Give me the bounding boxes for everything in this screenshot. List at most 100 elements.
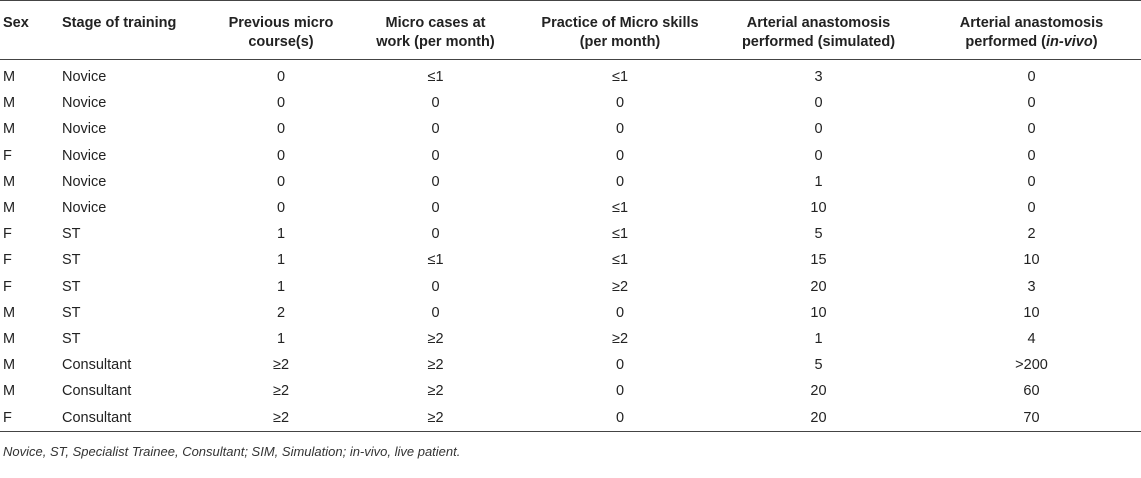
- cell-practice: ≤1: [611, 252, 629, 269]
- table-header: Sex Stage of training Previous micro cour…: [0, 0, 1141, 60]
- cell-stage: Novice: [62, 173, 107, 190]
- cell-anastomosis-in-vivo: 0: [1027, 200, 1036, 217]
- cell-micro-cases: ≤1: [427, 252, 444, 269]
- cell-sex: F: [3, 147, 12, 164]
- participant-table: Sex Stage of training Previous micro cour…: [0, 0, 1141, 432]
- table-row: F Novice 0 0 0 0 0: [0, 143, 1141, 169]
- cell-previous-courses: ≥2: [272, 409, 290, 426]
- cell-stage: ST: [62, 304, 81, 321]
- cell-micro-cases: 0: [431, 304, 440, 321]
- table-footnote: Novice, ST, Specialist Trainee, Consulta…: [3, 444, 461, 459]
- cell-previous-courses: 0: [276, 200, 286, 217]
- cell-previous-courses: 0: [276, 95, 286, 112]
- cell-micro-cases: 0: [431, 226, 440, 243]
- table-row: M ST 2 0 0 10 10: [0, 300, 1141, 326]
- cell-previous-courses: ≥2: [272, 357, 290, 374]
- cell-sex: M: [3, 121, 16, 138]
- table-row: F Consultant ≥2 ≥2 0 20 70: [0, 404, 1141, 431]
- cell-previous-courses: 0: [276, 173, 286, 190]
- cell-practice: 0: [615, 383, 625, 400]
- table-row: M Novice 0 0 0 0 0: [0, 90, 1141, 116]
- header-anastomosis-simulated: Arterial anastomosis performed (simulated…: [741, 15, 896, 50]
- cell-anastomosis-simulated: 10: [810, 304, 827, 321]
- cell-sex: M: [3, 173, 16, 190]
- cell-stage: ST: [62, 252, 81, 269]
- table-row: M Consultant ≥2 ≥2 0 20 60: [0, 378, 1141, 404]
- cell-micro-cases: 0: [431, 278, 440, 295]
- cell-previous-courses: 0: [276, 147, 286, 164]
- table-row: F ST 1 0 ≤1 5 2: [0, 221, 1141, 247]
- cell-stage: Novice: [62, 147, 107, 164]
- cell-sex: M: [3, 69, 16, 86]
- cell-anastomosis-in-vivo: 70: [1023, 409, 1040, 426]
- cell-anastomosis-simulated: 1: [814, 173, 823, 190]
- cell-anastomosis-simulated: 20: [810, 383, 827, 400]
- cell-sex: M: [3, 304, 16, 321]
- participant-table-container: Sex Stage of training Previous micro cour…: [0, 0, 1141, 432]
- cell-micro-cases: 0: [431, 200, 440, 217]
- cell-practice: 0: [615, 121, 625, 138]
- cell-practice: 0: [615, 304, 625, 321]
- cell-micro-cases: ≥2: [427, 330, 444, 347]
- cell-anastomosis-in-vivo: 10: [1023, 304, 1040, 321]
- cell-practice: 0: [615, 95, 625, 112]
- cell-practice: ≤1: [611, 226, 629, 243]
- table-row: M Novice 0 0 0 0 0: [0, 116, 1141, 142]
- table-row: M Novice 0 0 0 1 0: [0, 169, 1141, 195]
- table-row: M Novice 0 0 ≤1 10 0: [0, 195, 1141, 221]
- cell-practice: 0: [615, 147, 625, 164]
- header-row: Sex Stage of training Previous micro cour…: [0, 1, 1141, 60]
- cell-anastomosis-simulated: 20: [810, 278, 827, 295]
- cell-stage: Novice: [62, 95, 107, 112]
- cell-stage: Novice: [62, 200, 107, 217]
- cell-sex: M: [3, 357, 16, 374]
- cell-anastomosis-in-vivo: 0: [1027, 173, 1036, 190]
- header-micro-cases-at-work: Micro cases at work (per month): [376, 15, 495, 50]
- table-row: F ST 1 0 ≥2 20 3: [0, 274, 1141, 300]
- cell-anastomosis-in-vivo: 3: [1027, 278, 1036, 295]
- cell-previous-courses: 1: [276, 252, 286, 269]
- cell-stage: Novice: [62, 121, 107, 138]
- cell-stage: ST: [62, 226, 81, 243]
- header-previous-micro-courses: Previous micro course(s): [228, 15, 334, 50]
- cell-anastomosis-in-vivo: 60: [1023, 383, 1040, 400]
- header-anastomosis-in-vivo: Arterial anastomosis performed (in-vivo): [959, 15, 1104, 50]
- cell-practice: ≤1: [611, 69, 629, 86]
- cell-stage: Consultant: [62, 383, 132, 400]
- cell-previous-courses: 1: [276, 226, 286, 243]
- cell-anastomosis-in-vivo: 0: [1027, 121, 1036, 138]
- cell-practice: ≥2: [611, 330, 629, 347]
- cell-anastomosis-in-vivo: 0: [1027, 69, 1036, 86]
- cell-practice: 0: [615, 357, 625, 374]
- cell-anastomosis-in-vivo: 0: [1027, 95, 1036, 112]
- cell-anastomosis-in-vivo: 2: [1027, 226, 1036, 243]
- cell-practice: ≥2: [611, 278, 629, 295]
- header-sex: Sex: [3, 15, 29, 31]
- cell-anastomosis-in-vivo: 4: [1027, 330, 1036, 347]
- cell-sex: F: [3, 278, 12, 295]
- cell-micro-cases: ≤1: [427, 69, 444, 86]
- cell-anastomosis-simulated: 3: [814, 69, 823, 86]
- cell-sex: M: [3, 383, 16, 400]
- cell-previous-courses: 0: [276, 69, 286, 86]
- cell-previous-courses: 1: [276, 330, 286, 347]
- cell-anastomosis-simulated: 20: [810, 409, 827, 426]
- table-row: M ST 1 ≥2 ≥2 1 4: [0, 326, 1141, 352]
- table-row: M Novice 0 ≤1 ≤1 3 0: [0, 60, 1141, 91]
- cell-sex: F: [3, 226, 12, 243]
- cell-sex: M: [3, 200, 16, 217]
- cell-sex: F: [3, 409, 12, 426]
- cell-previous-courses: 0: [276, 121, 286, 138]
- cell-stage: Consultant: [62, 357, 132, 374]
- cell-micro-cases: ≥2: [427, 383, 444, 400]
- cell-previous-courses: 2: [276, 304, 286, 321]
- cell-micro-cases: 0: [431, 121, 440, 138]
- table-body: M Novice 0 ≤1 ≤1 3 0 M Novice 0 0 0 0 0 M Novice 0 0 0 0 0 F N…: [0, 60, 1141, 432]
- cell-micro-cases: 0: [431, 173, 440, 190]
- cell-anastomosis-in-vivo: 10: [1023, 252, 1040, 269]
- cell-previous-courses: ≥2: [272, 383, 290, 400]
- cell-anastomosis-simulated: 0: [814, 95, 823, 112]
- cell-anastomosis-in-vivo: 0: [1027, 147, 1036, 164]
- cell-previous-courses: 1: [276, 278, 286, 295]
- cell-sex: M: [3, 330, 16, 347]
